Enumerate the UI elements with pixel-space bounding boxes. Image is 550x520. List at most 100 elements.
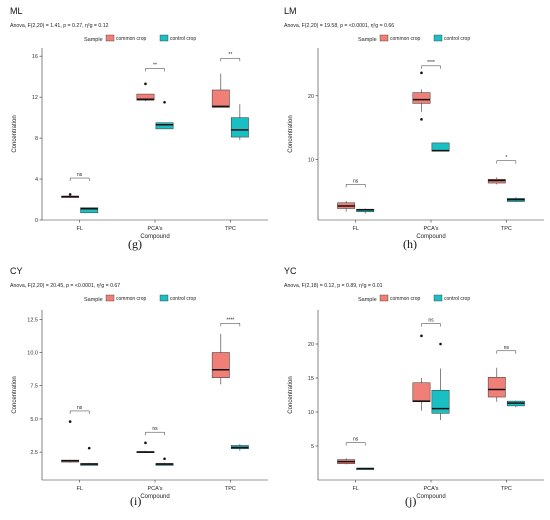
box-control-pcas (155, 122, 174, 130)
y-tick-label: 16 (32, 54, 38, 60)
outlier-point-common-pcas (144, 441, 147, 445)
legend-swatch-control (159, 34, 169, 42)
legend-label-common: common crop (390, 36, 421, 42)
significance-bracket (145, 68, 165, 72)
legend: Sample common crop control crop (84, 34, 196, 43)
legend-title: Sample (358, 297, 377, 303)
legend-title: Sample (84, 297, 103, 303)
y-tick-label: 12.5 (27, 317, 38, 323)
legend-swatch-control (433, 34, 443, 42)
significance-bracket (496, 350, 517, 354)
x-axis-label: Compound (416, 494, 445, 500)
panel-lm: LM Anova, F(2,20) = 19.58, p = <0.0001, η… (284, 6, 544, 240)
significance-label: ns (353, 437, 359, 443)
significance-bracket (496, 160, 517, 164)
significance-label: ** (228, 52, 232, 58)
significance-bracket (69, 410, 90, 414)
outlier-point-common-pcas (144, 82, 147, 86)
significance-label: ns (77, 172, 83, 178)
anova-subtitle: Anova, F(2,20) = 20.45, p = <0.0001, η²g… (10, 283, 120, 289)
significance-bracket (345, 184, 366, 188)
y-tick-label: 4 (35, 177, 38, 183)
significance-label: ns (428, 318, 434, 324)
x-tick-label: TPC (225, 486, 236, 492)
outlier-point-common-fl (68, 193, 72, 196)
box-control-pcas (431, 389, 450, 414)
y-axis-label: Concentration (12, 376, 18, 413)
y-tick-label: 10 (308, 410, 314, 416)
x-axis-label: Compound (416, 234, 445, 240)
legend-label-control: control crop (444, 36, 470, 42)
y-tick-label: 15 (308, 376, 314, 382)
box-control-tpc (230, 117, 249, 138)
x-axis-label: Compound (140, 494, 169, 500)
legend-label-control: control crop (170, 296, 196, 302)
y-tick-label: 0 (35, 218, 38, 224)
legend: Sample common crop control crop (358, 294, 470, 303)
outlier-point-control-pcas (439, 342, 442, 346)
panel-label-g: (g) (128, 237, 142, 251)
significance-bracket (421, 65, 441, 69)
legend-label-control: control crop (444, 296, 470, 302)
panel-title: CY (10, 266, 23, 276)
y-tick-label: 2.5 (30, 450, 38, 456)
x-tick-label: PCA's (147, 226, 162, 232)
significance-bracket (69, 177, 90, 182)
legend-swatch-common (379, 294, 389, 302)
y-tick-label: 10.0 (27, 351, 38, 357)
y-tick-label: 5 (311, 444, 314, 450)
significance-label: **** (226, 317, 234, 323)
outlier-point-common-pcas (420, 71, 423, 75)
significance-bracket (345, 442, 366, 446)
x-tick-label: TPC (225, 226, 236, 232)
legend-title: Sample (84, 37, 103, 43)
legend-label-common: common crop (116, 296, 147, 302)
legend: Sample common crop control crop (358, 34, 470, 43)
significance-label: ns (77, 405, 83, 411)
panel-title: ML (10, 6, 23, 16)
significance-bracket (220, 57, 241, 62)
significance-bracket (421, 323, 441, 327)
x-tick-label: FL (352, 226, 358, 232)
panel-cy: CY Anova, F(2,20) = 20.45, p = <0.0001, η… (10, 266, 268, 500)
legend-swatch-common (105, 294, 115, 302)
y-axis-label: Concentration (288, 115, 294, 152)
box-common-pcas (412, 382, 431, 403)
legend-swatch-control (433, 294, 443, 302)
panel-ml: ML Anova, F(2,20) = 1.41, p = 0.27, η²g =… (10, 6, 268, 240)
y-tick-label: 10 (308, 157, 314, 163)
panel-label-h: (h) (403, 237, 417, 251)
y-tick-label: 7.5 (30, 384, 38, 390)
x-tick-label: TPC (501, 226, 512, 232)
box-common-pcas (136, 93, 155, 101)
y-tick-label: 5.0 (30, 417, 38, 423)
panel-yc: YC Anova, F(2,18) = 0.12, p = 0.89, η²g =… (284, 266, 544, 500)
significance-label: ns (504, 345, 510, 351)
x-tick-label: FL (76, 226, 82, 232)
outlier-point-common-pcas (420, 334, 423, 338)
outlier-point-control-fl (87, 446, 91, 450)
anova-subtitle: Anova, F(2,20) = 1.41, p = 0.27, η²g = 0… (10, 23, 109, 29)
legend-swatch-common (105, 34, 115, 42)
y-tick-label: 20 (308, 94, 314, 100)
outlier-point-control-pcas (163, 457, 166, 461)
panel-label-j: (j) (405, 494, 417, 508)
y-tick-label: 12 (32, 95, 38, 101)
box-common-tpc (211, 89, 230, 108)
x-tick-label: PCA's (423, 486, 438, 492)
significance-label: ns (152, 426, 158, 432)
legend-label-common: common crop (116, 36, 147, 42)
significance-bracket (220, 323, 241, 327)
legend-title: Sample (358, 37, 377, 43)
anova-subtitle: Anova, F(2,18) = 0.12, p = 0.89, η²g = 0… (284, 283, 383, 289)
significance-label: **** (427, 60, 435, 66)
legend-label-common: common crop (390, 296, 421, 302)
x-tick-label: PCA's (423, 226, 438, 232)
x-tick-label: FL (76, 486, 82, 492)
x-tick-label: FL (352, 486, 358, 492)
outlier-point-common-fl (68, 420, 72, 423)
outlier-point-control-pcas (163, 100, 166, 104)
legend-swatch-control (159, 294, 169, 302)
significance-bracket (145, 431, 165, 436)
